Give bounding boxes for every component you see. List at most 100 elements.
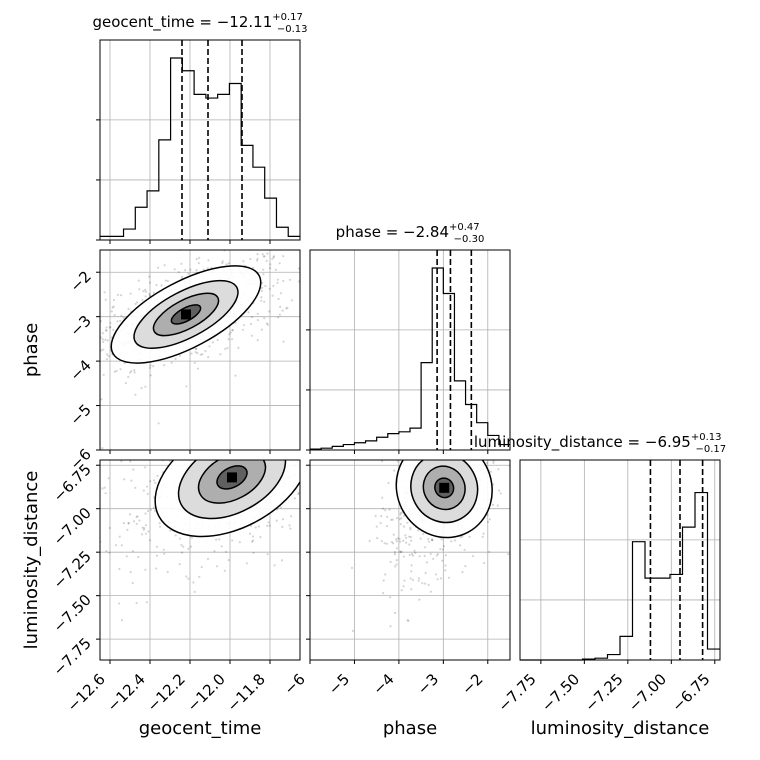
histogram-phase: [310, 267, 510, 450]
sample-point: [278, 430, 280, 432]
sample-point: [424, 582, 427, 585]
sample-point: [254, 437, 256, 439]
sample-point: [290, 348, 292, 350]
sample-point: [413, 549, 416, 552]
sample-point: [521, 462, 523, 464]
sample-point: [496, 504, 499, 507]
sample-point: [206, 452, 208, 454]
sample-point: [133, 369, 136, 372]
sample-point: [144, 466, 147, 469]
sample-point: [147, 530, 150, 533]
sample-point: [112, 328, 115, 331]
title-upper-error: +0.17: [272, 12, 303, 23]
sample-point: [472, 555, 475, 558]
sample-point: [175, 420, 177, 422]
sample-point: [474, 402, 476, 404]
sample-point: [130, 479, 133, 482]
sample-point: [193, 590, 196, 594]
sample-point: [399, 513, 402, 516]
sample-point: [245, 562, 248, 565]
sample-point: [234, 321, 237, 325]
sample-point: [231, 417, 233, 419]
sample-point: [331, 433, 333, 435]
title-main: luminosity_distance = −6.95: [474, 433, 691, 452]
sample-point: [144, 512, 147, 515]
sample-point: [342, 273, 344, 275]
sample-point: [470, 446, 472, 448]
title-lower-error: −0.17: [696, 444, 727, 455]
sample-point: [92, 361, 94, 363]
sample-point: [414, 440, 416, 442]
sample-point: [393, 553, 397, 556]
sample-point: [236, 420, 238, 422]
sample-point: [281, 525, 284, 529]
sample-point: [458, 456, 460, 458]
sample-point: [227, 559, 230, 562]
sample-point: [160, 284, 163, 287]
sample-point: [97, 385, 99, 387]
sample-point: [138, 288, 141, 291]
sample-point: [434, 573, 437, 576]
sample-point: [307, 435, 309, 437]
sample-point: [496, 394, 498, 396]
sample-point: [256, 413, 258, 415]
sample-point: [503, 428, 505, 430]
sample-point: [271, 372, 273, 374]
sample-point: [519, 417, 521, 419]
sample-point: [427, 538, 430, 541]
x-tick-label: −12.4: [104, 670, 149, 715]
sample-point: [240, 434, 242, 436]
sample-point: [178, 354, 182, 357]
sample-point: [127, 522, 130, 525]
sample-point: [268, 287, 271, 290]
sample-point: [213, 550, 216, 553]
sample-point: [446, 425, 448, 427]
sample-point: [255, 445, 257, 447]
sample-point: [261, 253, 264, 256]
sample-point: [153, 509, 157, 513]
sample-point: [203, 414, 205, 416]
sample-point: [158, 522, 161, 525]
sample-point: [154, 481, 157, 484]
sample-point: [375, 525, 378, 528]
sample-point: [207, 259, 210, 262]
sample-point: [256, 259, 259, 262]
sample-point: [180, 262, 183, 265]
sample-point: [420, 432, 422, 434]
sample-point: [485, 414, 487, 416]
scatter-geocent-time-phase-frame: [99, 249, 301, 451]
sample-point: [431, 447, 433, 449]
sample-point: [386, 515, 389, 519]
sample-point: [247, 413, 249, 415]
x-tick-label: −12.2: [144, 670, 189, 715]
y-tick-label: −7.50: [50, 591, 95, 636]
sample-point: [446, 456, 448, 458]
sample-point: [406, 619, 409, 622]
sample-point: [303, 462, 305, 464]
sample-point: [194, 450, 196, 452]
sample-point: [351, 426, 353, 428]
sample-point: [428, 443, 430, 445]
sample-point: [238, 541, 241, 544]
sample-point: [129, 292, 132, 295]
sample-point: [408, 553, 411, 557]
sample-point: [122, 316, 125, 319]
sample-point: [409, 577, 412, 580]
sample-point: [497, 468, 500, 471]
y-tick-label: −2: [66, 267, 94, 295]
sample-point: [136, 515, 139, 518]
sample-point: [164, 279, 167, 282]
sample-point: [270, 409, 272, 411]
sample-point: [221, 261, 224, 265]
sample-point: [127, 521, 130, 525]
sample-point: [460, 408, 462, 410]
x-tick-label: −11.8: [224, 670, 269, 715]
sample-point: [425, 441, 427, 443]
sample-point: [67, 316, 69, 318]
sample-point: [252, 551, 255, 554]
sample-point: [152, 479, 156, 482]
sample-point: [392, 542, 395, 545]
sample-point: [225, 428, 227, 430]
sample-point: [486, 461, 489, 464]
sample-point: [224, 347, 227, 350]
